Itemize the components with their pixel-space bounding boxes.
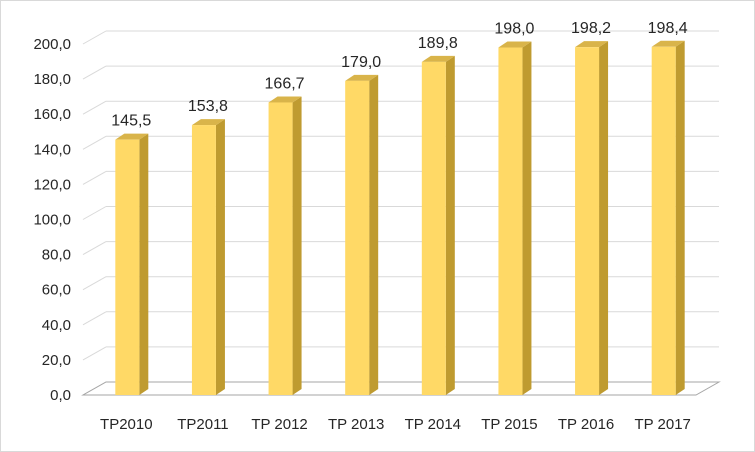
bar-side-face [599,41,609,396]
bar-top-face [421,55,455,62]
bar-side-face [139,133,149,395]
bar-top-face [115,133,149,140]
y-tick-label: 40,0 [42,317,71,334]
y-tick-label: 80,0 [42,247,71,264]
gridline-depth [82,346,107,361]
data-label: 145,5 [111,113,151,130]
data-label: 179,0 [341,54,381,71]
grid-layer [81,30,721,396]
bar-top-face [651,40,685,47]
y-tick-label: 0,0 [50,387,71,404]
gridline-depth [82,135,107,150]
data-label: 198,2 [571,20,611,37]
bar-tp2013 [345,74,379,395]
bar-side-face [522,41,532,395]
y-tick-label: 140,0 [33,141,71,158]
gridline-depth [82,30,107,45]
bar-tp2011 [191,119,225,396]
bar-top-face [575,41,609,48]
y-axis-tick-labels: 0,0 20,0 40,0 60,0 80,0 100,0 120,0 140,0 160,0 1… [33,36,71,404]
bar-front-face [651,46,676,396]
bar-side-face [215,119,225,396]
y-tick-label: 160,0 [33,106,71,123]
bar-front-face [498,47,523,395]
x-category-label: TP2011 [177,416,228,433]
bar-front-face [421,61,446,395]
bar-top-face [345,74,379,81]
x-category-label: TP 2013 [328,416,384,433]
y-tick-label: 200,0 [33,36,71,53]
bar-side-face [445,55,455,395]
bar-side-face [292,96,302,395]
data-label: 153,8 [188,98,228,115]
chart-floor [81,381,721,396]
bar-front-face [115,139,140,395]
bar-tp2010 [115,133,149,395]
data-label: 198,4 [648,20,688,37]
bar-tp2014 [421,55,455,395]
y-tick-label: 120,0 [33,176,71,193]
bar-tp2016 [575,41,609,396]
bar-top-face [268,96,302,103]
bar-top-face [498,41,532,48]
gridline-depth [82,206,107,220]
bar-tp2012 [268,96,302,395]
gridline-depth [82,65,107,80]
y-tick-label: 20,0 [42,352,71,369]
y-tick-label: 60,0 [42,282,71,299]
bar-side-face [369,74,379,395]
x-category-label: TP 2015 [481,416,537,433]
bar-tp2015 [498,41,532,395]
data-label: 166,7 [265,75,305,92]
x-category-label: TP 2016 [558,416,614,433]
bar-side-face [675,40,685,396]
bar-tp2017 [651,40,685,396]
bar-top-face [191,119,225,126]
bar-front-face [345,80,370,395]
data-label: 198,0 [494,21,534,38]
x-category-label: TP 2017 [634,416,690,433]
gridline-depth [82,241,107,256]
bar-front-face [575,47,600,396]
x-category-label: TP2010 [100,416,153,433]
x-axis-category-labels: TP2010 TP2011 TP 2012 TP 2013 TP 2014 TP 2015… [100,416,691,433]
data-labels-layer: 145,5 153,8 166,7 179,0 189,8 198,0 198,2 198,4 [111,20,688,130]
y-tick-label: 180,0 [33,71,71,88]
gridline-depth [82,311,107,326]
gridline-depth [82,100,107,115]
gridline-depth [82,170,107,185]
bar-front-face [268,102,293,395]
bars-layer [115,40,685,396]
y-tick-label: 100,0 [33,212,71,229]
bar-front-face [191,125,216,396]
x-category-label: TP 2012 [251,416,307,433]
x-category-label: TP 2014 [405,416,461,433]
gridline-depth [82,276,107,291]
data-label: 189,8 [418,35,458,52]
